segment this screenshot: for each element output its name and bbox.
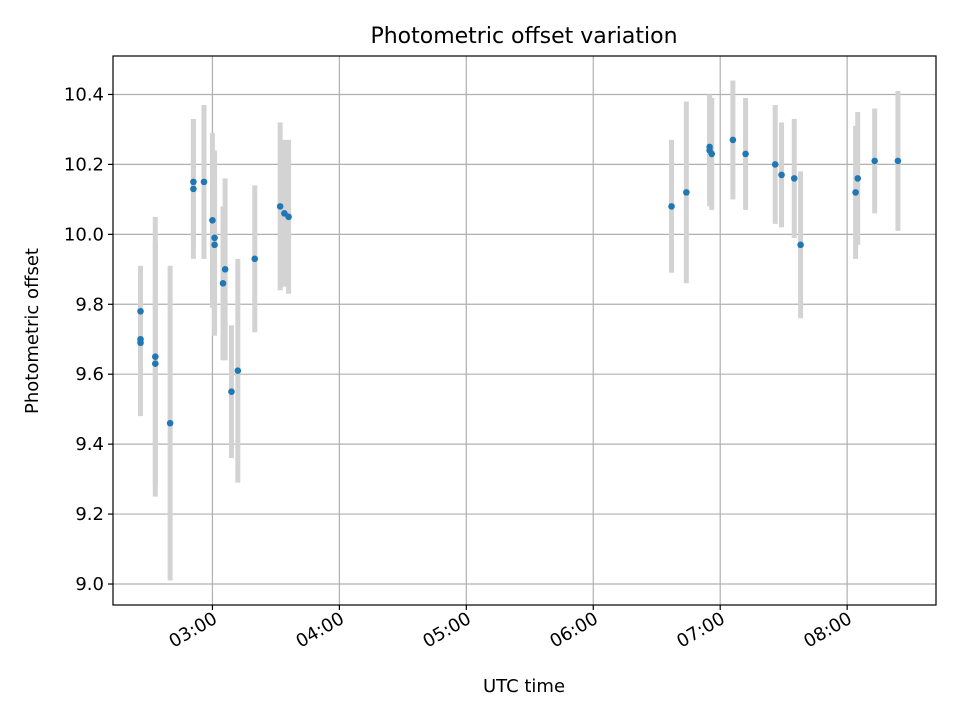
data-point [209, 217, 216, 224]
data-point [708, 150, 716, 158]
data-point [276, 203, 284, 210]
y-tick-label: 9.8 [75, 294, 104, 315]
data-point [200, 178, 208, 186]
data-point [852, 189, 859, 196]
plot-frame [112, 55, 937, 606]
data-point [285, 213, 292, 221]
data-point [211, 241, 218, 249]
data-point [234, 367, 242, 375]
data-point [219, 279, 227, 287]
data-point [228, 388, 235, 395]
data-point [251, 255, 259, 263]
y-tick-label: 9.4 [75, 434, 104, 455]
data-points [137, 136, 902, 427]
data-point [211, 234, 218, 242]
data-point [771, 161, 779, 168]
data-point [871, 157, 878, 165]
y-axis-label: Photometric offset [22, 248, 43, 414]
data-point [190, 185, 197, 193]
y-tick-label: 10.2 [64, 154, 104, 175]
y-tick-label: 10.0 [64, 224, 104, 245]
x-axis-label: UTC time [483, 676, 565, 697]
data-point [190, 178, 197, 186]
y-tick-label: 10.4 [64, 84, 104, 105]
grid [113, 56, 936, 605]
chart-title: Photometric offset variation [370, 24, 677, 49]
y-tick-label: 9.0 [75, 574, 104, 595]
data-point [137, 339, 144, 347]
data-point [166, 419, 174, 427]
data-point [221, 266, 229, 273]
data-point [668, 203, 675, 210]
data-point [683, 189, 690, 196]
data-point [742, 150, 749, 158]
y-tick-label: 9.2 [75, 504, 104, 525]
y-tick-label: 9.6 [75, 364, 104, 385]
data-point [729, 136, 737, 144]
data-point [894, 157, 902, 165]
data-point [152, 360, 159, 368]
data-point [137, 307, 144, 315]
data-point [790, 175, 798, 182]
data-point [778, 171, 785, 179]
data-point [152, 353, 159, 361]
data-point [797, 241, 804, 249]
data-point [854, 175, 862, 182]
